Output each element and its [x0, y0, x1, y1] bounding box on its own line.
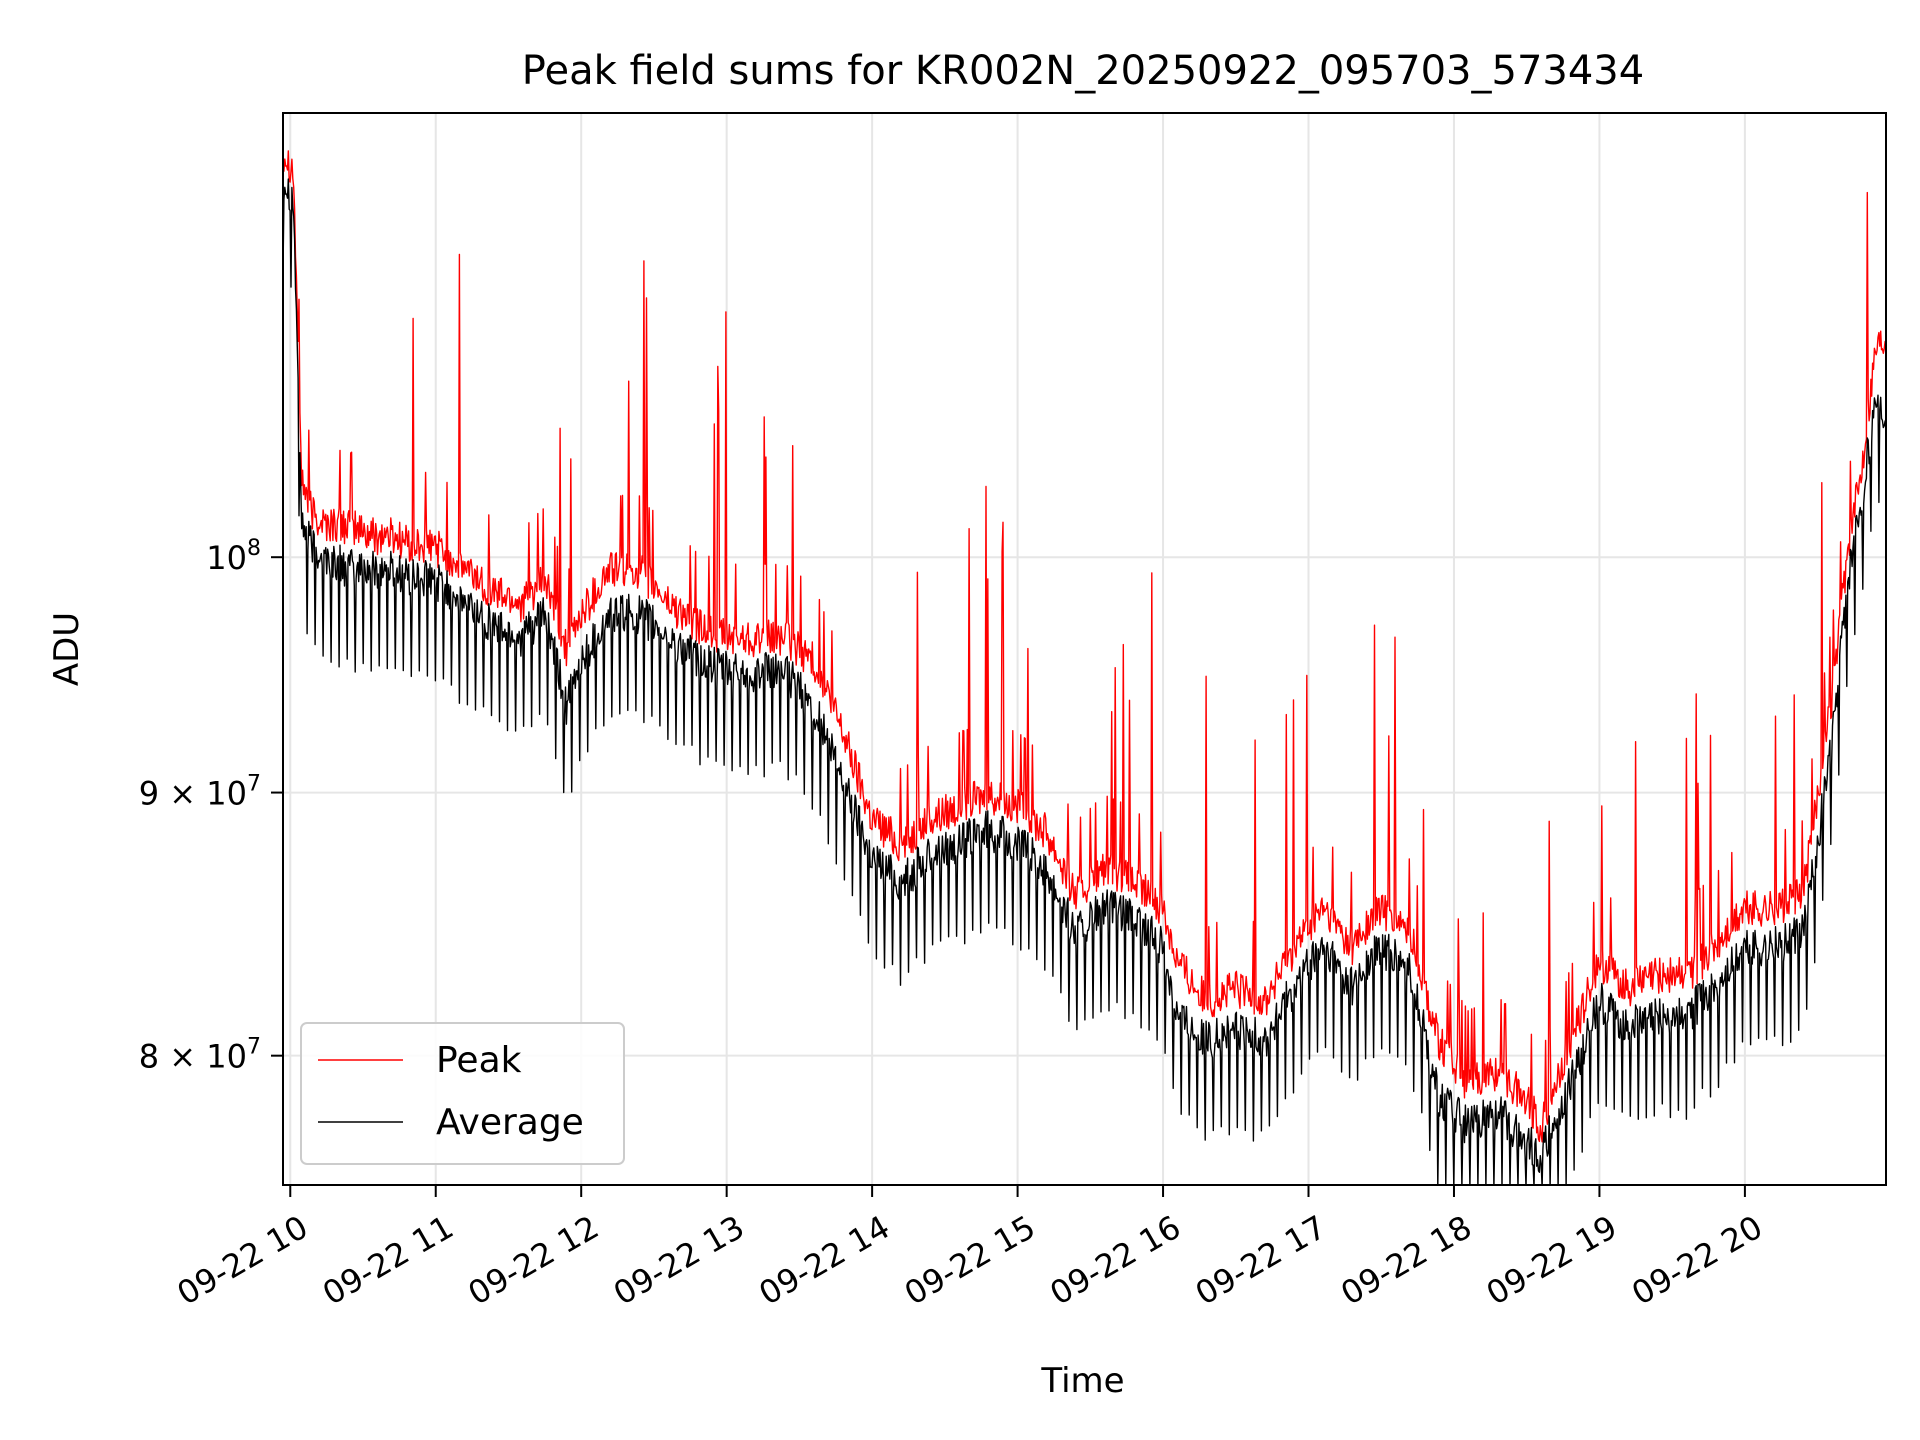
y-tick-label: 9 × 107 — [139, 772, 261, 813]
chart-title: Peak field sums for KR002N_20250922_0957… — [522, 48, 1644, 94]
series-peak-line — [283, 150, 1886, 1143]
y-axis: 8 × 107 9 × 107 108 — [139, 536, 283, 1076]
legend-peak-label: Peak — [436, 1040, 522, 1081]
series-average-line — [283, 178, 1886, 1185]
legend-box — [300, 1022, 625, 1165]
y-axis-label: ADU — [47, 612, 87, 686]
plot-area — [283, 150, 1886, 1185]
legend-average-label: Average — [436, 1102, 584, 1143]
y-tick-label: 8 × 107 — [139, 1035, 261, 1076]
legend: Peak Average — [300, 1022, 625, 1165]
x-axis-label: Time — [1040, 1361, 1124, 1401]
gridlines — [283, 113, 1886, 1185]
plot-frame — [282, 112, 1887, 1186]
y-tick-label: 108 — [206, 536, 261, 577]
